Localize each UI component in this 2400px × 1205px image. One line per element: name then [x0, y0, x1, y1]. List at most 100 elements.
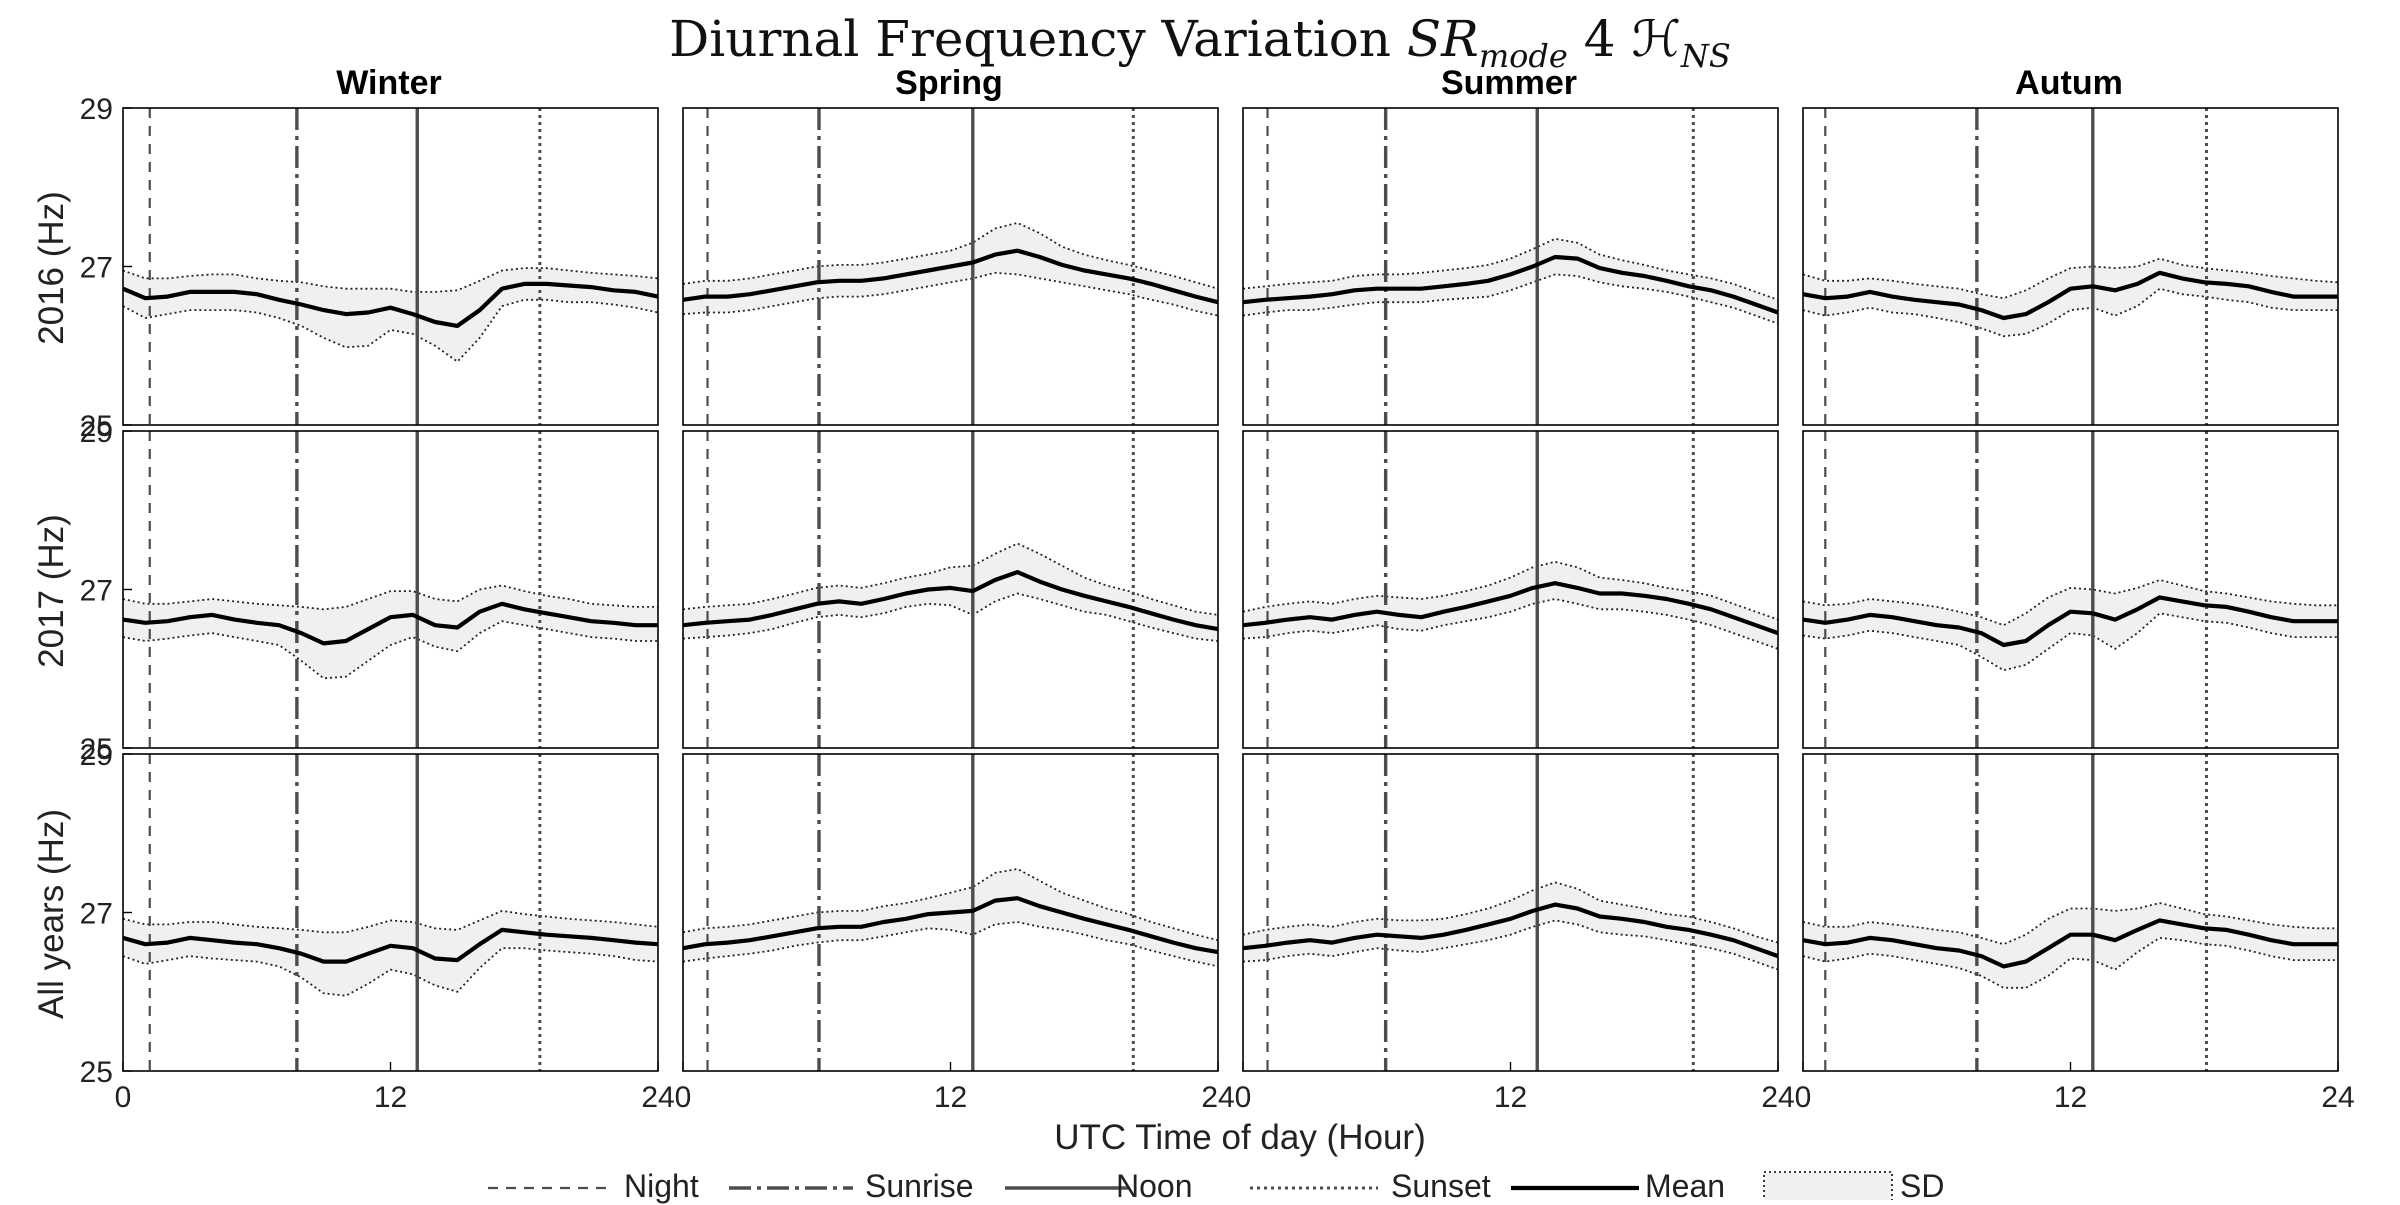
x-tick-label: 0 [675, 1081, 692, 1114]
title-number: 4 [1583, 10, 1616, 68]
legend [488, 1171, 1893, 1200]
legend-label-night: Night [624, 1168, 699, 1204]
x-tick-label: 12 [2054, 1081, 2087, 1114]
x-tick-label: 12 [934, 1081, 967, 1114]
y-tick-label: 25 [80, 733, 113, 766]
title-text: Diurnal Frequency Variation [669, 10, 1391, 68]
mean-line [682, 248, 1219, 305]
sd-upper-line [1242, 560, 1779, 621]
sd-lower-line [1242, 598, 1779, 650]
y-tick-label: 29 [80, 93, 113, 126]
panel-frame [1242, 107, 1779, 426]
panel-summer-all-years-hz: 0 12 24 [1235, 753, 1795, 1114]
panel-winter-all-years-hz: 25 27 29 0 12 24 [80, 739, 675, 1114]
x-tick-label: 24 [1201, 1081, 1234, 1114]
mean-line [122, 601, 658, 646]
panel-spring-2016-hz [682, 107, 1219, 426]
mean-line [122, 281, 659, 328]
title-ns-subscript: NS [1680, 37, 1731, 75]
sd-upper-line [1242, 881, 1779, 944]
panel-spring-all-years-hz: 0 12 24 [675, 753, 1235, 1114]
legend-label-sd: SD [1900, 1168, 1945, 1204]
x-tick-label: 12 [1494, 1081, 1527, 1114]
x-tick-label: 24 [641, 1081, 674, 1114]
panel-autum-2017-hz [1802, 430, 2339, 749]
season-title-summer: Summer [1440, 64, 1578, 102]
mean-line [1242, 902, 1779, 959]
season-title-spring: Spring [895, 64, 1003, 102]
x-tick-label: 24 [2321, 1081, 2354, 1114]
panel-frame [1242, 430, 1779, 749]
panel-summer-2016-hz [1242, 107, 1779, 426]
sd-upper-line [682, 221, 1219, 290]
sd-upper-line [122, 909, 659, 934]
y-tick-label: 27 [80, 898, 113, 931]
sd-lower-line [682, 592, 1219, 642]
mean-line [1802, 270, 2338, 321]
sd-lower-line [1802, 612, 2338, 672]
sd-lower-line [122, 620, 658, 680]
sd-upper-line [1802, 257, 2339, 300]
sd-lower-line [682, 921, 1219, 968]
title-subscript: mode [1478, 37, 1568, 75]
legend-label-mean: Mean [1645, 1168, 1726, 1204]
sd-upper-line [1802, 902, 2338, 946]
panel-autum-all-years-hz: 0 12 24 [1795, 753, 2355, 1114]
mean-line [1242, 254, 1779, 315]
title-h-symbol: ℋ [1631, 10, 1681, 68]
y-tick-label: 27 [80, 575, 113, 608]
sd-lower-line [122, 947, 659, 997]
panel-autum-2016-hz [1802, 107, 2339, 426]
sd-band [683, 222, 1218, 316]
panel-summer-2017-hz [1242, 430, 1779, 749]
season-title-autum: Autum [2015, 64, 2123, 102]
mean-line [1802, 918, 2338, 969]
x-axis-label: UTC Time of day (Hour) [1054, 1118, 1426, 1157]
season-title-winter: Winter [336, 64, 442, 102]
sd-band [1243, 561, 1778, 649]
panel-frame [1802, 107, 2339, 426]
sd-lower-line [682, 271, 1219, 317]
panel-frame [122, 430, 659, 749]
sd-band [1803, 258, 2338, 337]
sd-upper-line [122, 584, 658, 611]
x-tick-label: 12 [374, 1081, 407, 1114]
title-sr: SR [1406, 10, 1479, 68]
sd-upper-line [682, 542, 1219, 616]
panel-winter-2016-hz: 25 27 29 [80, 93, 659, 443]
x-tick-label: 24 [1761, 1081, 1794, 1114]
sd-upper-line [682, 867, 1219, 942]
figure-title: Diurnal Frequency Variation SRmode 4 ℋNS [0, 10, 2400, 75]
legend-sd-sample [1763, 1171, 1893, 1200]
mean-line [1802, 595, 2338, 648]
sd-lower-line [1802, 936, 2338, 989]
panel-winter-2017-hz: 25 27 29 [80, 416, 659, 766]
x-tick-label: 0 [1235, 1081, 1252, 1114]
panel-spring-2017-hz [682, 430, 1219, 749]
sd-band [683, 543, 1218, 641]
panel-frame [682, 430, 1219, 749]
y-tick-label: 27 [80, 252, 113, 285]
panel-frame [122, 107, 659, 426]
mean-line [122, 927, 659, 964]
sd-band [123, 910, 658, 996]
y-tick-label: 25 [80, 410, 113, 443]
legend-label-noon: Noon [1116, 1168, 1193, 1204]
x-tick-label: 0 [115, 1081, 132, 1114]
mean-line [1242, 581, 1779, 636]
legend-label-sunrise: Sunrise [865, 1168, 974, 1204]
sd-lower-line [1802, 287, 2338, 338]
sd-upper-line [122, 267, 659, 293]
legend-label-sunset: Sunset [1391, 1168, 1491, 1204]
sd-band [1803, 903, 2338, 988]
y-tick-label: 29 [80, 416, 113, 449]
x-tick-label: 0 [1795, 1081, 1812, 1114]
sd-band [123, 268, 658, 362]
mean-line [682, 896, 1219, 955]
sd-band [1803, 580, 2338, 671]
mean-line [682, 569, 1219, 632]
panel-frame [122, 753, 659, 1072]
y-tick-label: 29 [80, 739, 113, 772]
y-tick-label: 25 [80, 1056, 113, 1089]
